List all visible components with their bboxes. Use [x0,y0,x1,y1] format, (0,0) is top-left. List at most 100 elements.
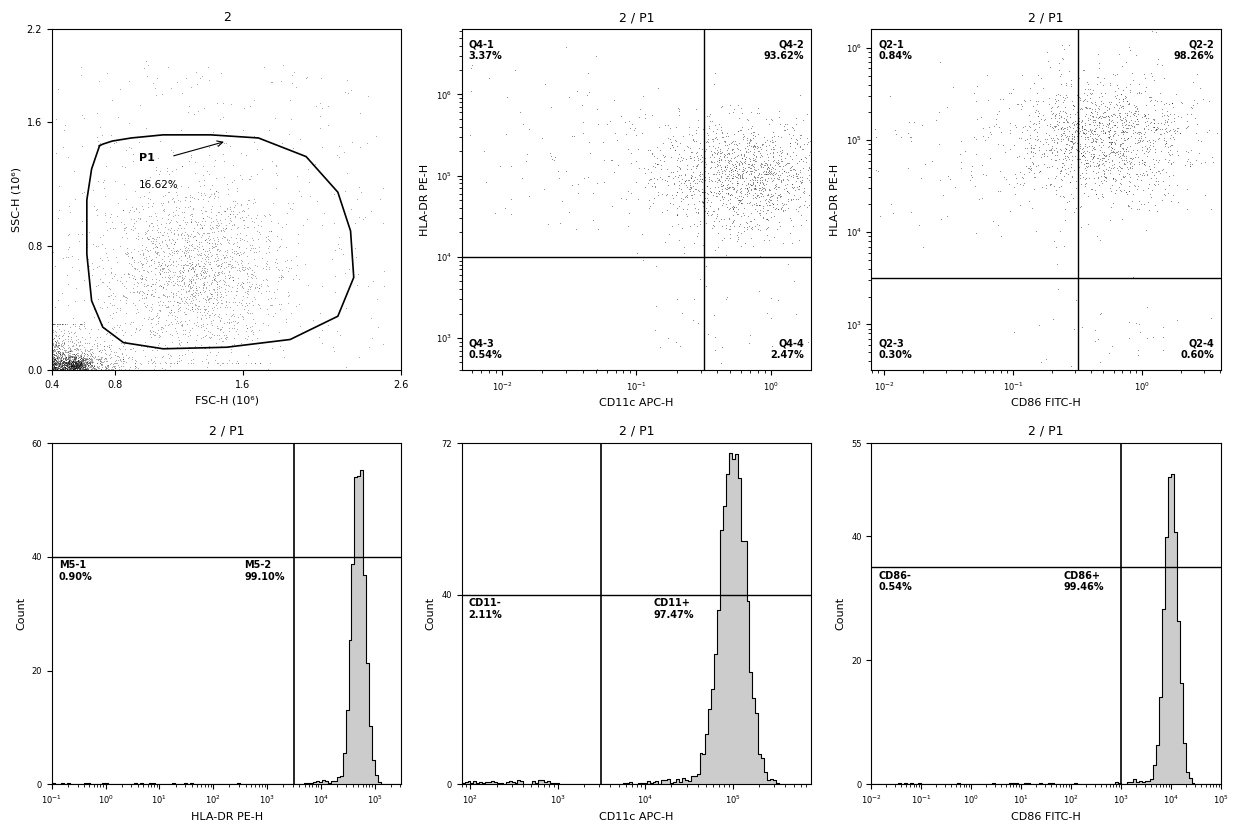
Point [184,224,203,237]
Point [115,160,135,173]
Point [667,186,687,199]
Point [300,175,320,188]
Point [148,246,167,259]
Point [1102,145,1122,158]
Point [104,360,124,373]
Point [61,357,81,371]
Point [743,192,763,205]
Point [58,357,78,370]
Point [763,136,782,149]
Point [66,363,86,377]
Point [712,179,732,192]
Point [1074,171,1094,184]
Point [1084,150,1104,163]
Point [46,363,66,377]
Point [64,362,84,376]
Point [1080,158,1100,172]
Point [66,359,86,372]
Point [701,184,720,197]
Point [715,292,735,306]
Point [724,215,744,228]
Point [1054,111,1074,124]
Point [1123,187,1143,201]
Point [216,212,236,226]
Point [50,341,69,354]
Point [1127,102,1147,116]
Point [48,356,68,369]
Point [1079,125,1099,138]
Point [76,356,95,369]
Point [259,234,279,247]
Point [146,307,166,320]
Point [1074,125,1094,138]
Point [715,135,735,148]
Point [188,294,208,307]
Point [1095,170,1115,183]
Point [69,364,89,377]
Point [1118,167,1138,181]
Point [53,363,73,377]
Point [120,203,140,217]
Point [585,49,605,62]
Point [702,173,722,187]
Point [1081,149,1101,162]
Point [206,337,226,350]
Point [68,358,88,372]
Point [604,166,624,179]
Point [210,332,229,346]
Point [564,129,584,142]
Point [681,142,701,155]
Point [154,254,174,267]
Point [63,355,83,368]
Point [179,238,198,252]
Point [103,272,123,285]
Point [1156,140,1176,153]
Point [709,137,729,150]
Point [222,342,242,356]
Point [159,241,179,254]
Point [52,342,72,355]
Point [176,240,196,253]
Point [73,351,93,364]
Point [46,339,66,352]
Point [207,288,227,302]
Point [1052,121,1071,134]
Point [745,164,765,177]
Point [728,171,748,184]
Point [181,282,201,295]
Text: CD86-
0.54%: CD86- 0.54% [878,571,913,592]
Point [1091,170,1111,183]
Point [801,151,821,164]
Point [791,152,811,166]
Point [68,361,88,374]
Point [573,98,593,112]
Point [171,222,191,235]
Point [81,362,100,376]
Point [211,285,231,298]
Point [195,308,215,322]
Point [238,257,258,270]
Point [283,76,303,89]
Point [145,360,165,373]
Point [727,150,746,163]
Point [53,357,73,371]
Point [223,204,243,217]
Point [1021,132,1040,145]
Point [104,137,124,150]
Point [1138,181,1158,194]
Point [151,271,171,284]
Point [104,321,124,334]
Point [42,325,62,338]
Point [64,362,84,375]
Point [47,341,67,354]
Point [187,267,207,281]
Point [1102,339,1122,352]
Point [1099,120,1118,133]
Point [801,212,821,225]
Point [1037,178,1056,192]
Point [45,363,64,377]
Point [1075,127,1095,141]
Point [74,320,94,333]
Point [1094,124,1114,137]
Point [222,260,242,273]
